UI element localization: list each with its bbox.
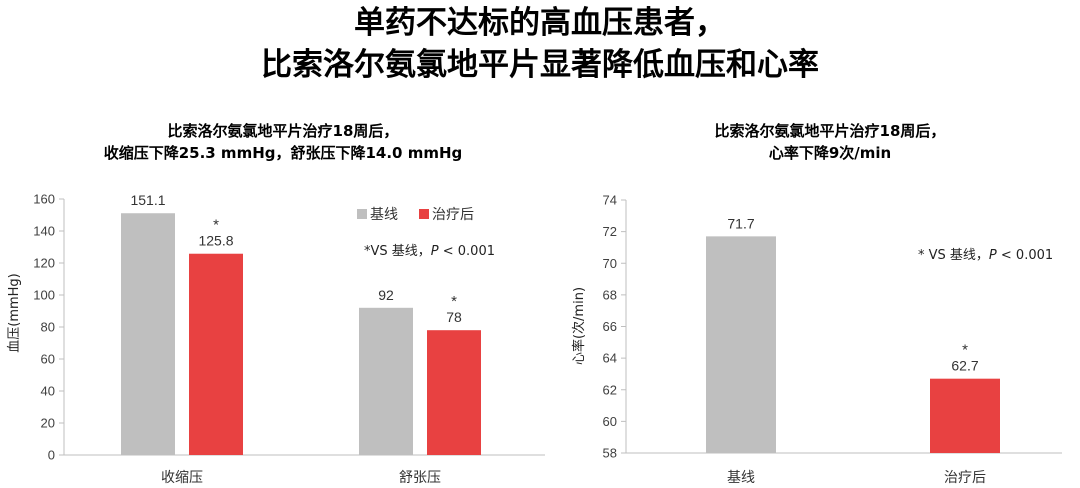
bp-y-axis-label: 血压(mmHg) xyxy=(7,273,22,353)
hr-note-p: P xyxy=(989,248,997,263)
bar-treatment xyxy=(189,253,243,455)
hr-chart-title-line1: 比索洛尔氨氯地平片治疗18周后， xyxy=(715,122,946,140)
bar-baseline xyxy=(706,236,776,453)
hr-chart-title-line2: 心率下降9次/min xyxy=(769,144,891,162)
legend-swatch-treatment xyxy=(419,209,429,219)
bp-y-axis: 0 20 40 60 80 100 120 140 160 xyxy=(33,192,545,463)
hr-y-tick-label: 68 xyxy=(603,287,617,302)
hr-y-tick-label: 60 xyxy=(603,414,617,429)
main-title: 单药不达标的高血压患者， 比索洛尔氨氯地平片显著降低血压和心率 xyxy=(0,0,1080,86)
hr-bars: 71.7 基线 62.7* 治疗后 xyxy=(706,215,1000,486)
bar-treatment xyxy=(930,378,1000,453)
legend-label-baseline: 基线 xyxy=(370,206,398,223)
significance-marker: * xyxy=(451,293,457,310)
data-label: 92 xyxy=(378,287,394,303)
data-label: 62.7 xyxy=(951,358,978,374)
category-label: 舒张压 xyxy=(399,470,441,486)
bp-y-tick-label: 140 xyxy=(33,224,55,239)
legend-label-treatment: 治疗后 xyxy=(432,207,474,223)
data-label: 78 xyxy=(446,309,462,325)
legend-swatch-baseline xyxy=(357,209,367,219)
bp-y-tick-label: 120 xyxy=(33,256,55,271)
data-label: 71.7 xyxy=(727,215,754,231)
hr-y-tick-label: 70 xyxy=(603,256,617,271)
data-label: 151.1 xyxy=(130,192,165,208)
significance-marker: * xyxy=(962,342,968,359)
bp-legend: 基线 治疗后 xyxy=(357,206,474,223)
bp-note-suffix: < 0.001 xyxy=(439,244,495,259)
data-label: 125.8 xyxy=(198,233,233,249)
significance-marker: * xyxy=(213,217,219,234)
category-label: 收缩压 xyxy=(161,470,203,486)
main-title-line2: 比索洛尔氨氯地平片显著降低血压和心率 xyxy=(261,47,819,83)
hr-significance-note: * VS 基线，P < 0.001 xyxy=(918,248,1053,263)
bp-y-tick-label: 60 xyxy=(41,352,55,367)
bar-baseline xyxy=(121,213,175,455)
bp-note-p: P xyxy=(431,244,439,259)
category-label: 治疗后 xyxy=(944,470,986,486)
hr-y-tick-label: 66 xyxy=(603,319,617,334)
bp-y-tick-label: 0 xyxy=(48,448,55,463)
hr-y-tick-label: 64 xyxy=(603,351,617,366)
hr-y-tick-label: 74 xyxy=(603,193,617,208)
bp-y-tick-label: 20 xyxy=(41,416,55,431)
bp-y-tick-label: 100 xyxy=(33,288,55,303)
hr-y-tick-label: 62 xyxy=(603,382,617,397)
bp-y-tick-label: 40 xyxy=(41,384,55,399)
hr-note-suffix: < 0.001 xyxy=(997,248,1053,263)
hr-chart: 比索洛尔氨氯地平片治疗18周后， 心率下降9次/min 心率(次/min) 58… xyxy=(571,122,1062,486)
hr-note-prefix: * VS 基线， xyxy=(918,248,989,263)
bp-y-tick-label: 160 xyxy=(33,192,55,207)
bp-chart-title-line2: 收缩压下降25.3 mmHg，舒张压下降14.0 mmHg xyxy=(104,144,463,162)
hr-y-tick-label: 58 xyxy=(603,446,617,461)
bar-treatment xyxy=(427,330,481,455)
category-label: 基线 xyxy=(727,469,755,486)
hr-y-axis-label: 心率(次/min) xyxy=(571,287,587,365)
bp-significance-note: *VS 基线，P < 0.001 xyxy=(364,244,495,259)
bp-note-prefix: *VS 基线， xyxy=(364,244,431,259)
bp-chart-title-line1: 比索洛尔氨氯地平片治疗18周后， xyxy=(168,122,399,140)
bp-chart: 比索洛尔氨氯地平片治疗18周后， 收缩压下降25.3 mmHg，舒张压下降14.… xyxy=(7,122,545,486)
main-title-line1: 单药不达标的高血压患者， xyxy=(354,5,726,41)
bp-y-tick-label: 80 xyxy=(41,320,55,335)
bar-baseline xyxy=(359,307,413,455)
hr-y-tick-label: 72 xyxy=(603,224,617,239)
